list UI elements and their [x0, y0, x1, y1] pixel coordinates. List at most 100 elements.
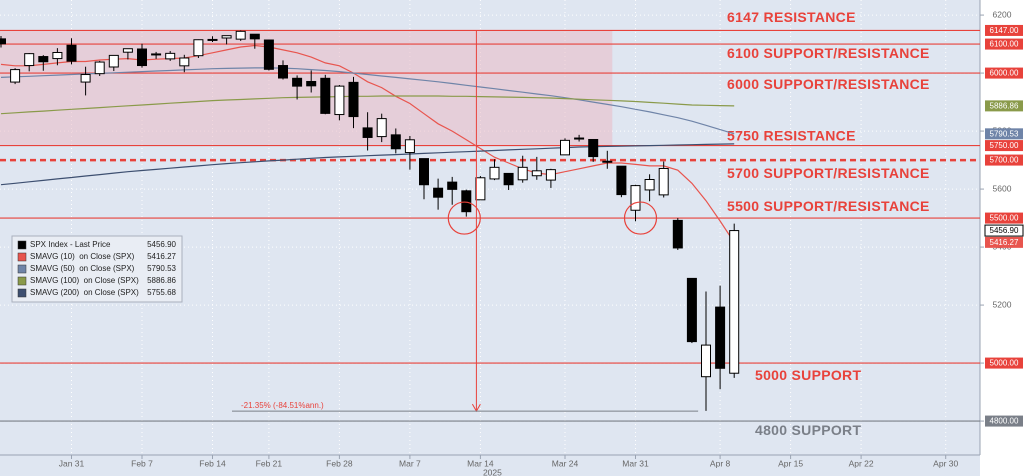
candle-body: [108, 54, 119, 68]
candle-body: [165, 52, 176, 60]
level-label: 6100 SUPPORT/RESISTANCE: [727, 45, 930, 61]
candle-body: [588, 138, 599, 158]
candle-body: [80, 74, 91, 83]
x-tick-label: Feb 28: [326, 458, 353, 468]
legend-swatch: [17, 288, 27, 298]
level-label: 5000 SUPPORT: [755, 367, 861, 383]
highlight-circle: [623, 201, 658, 235]
axis-value-label: 5750.00: [990, 141, 1019, 150]
axis-value-label: 5416.27: [990, 238, 1019, 247]
y-tick-label: 5200: [993, 299, 1012, 309]
x-tick-label: Apr 30: [933, 458, 958, 468]
x-tick-label: Mar 31: [622, 458, 649, 468]
candle-body: [686, 277, 697, 343]
candle-body: [447, 181, 458, 190]
candle-body: [235, 30, 246, 40]
candle-body: [10, 69, 21, 83]
candle-body: [517, 166, 528, 181]
candle-body: [419, 158, 429, 186]
legend-swatch: [17, 252, 27, 262]
candle-body: [52, 51, 63, 60]
legend-swatch: [17, 264, 27, 274]
legend-label: SMAVG (100) on Close (SPX): [30, 276, 139, 285]
x-tick-label: Apr 15: [778, 458, 803, 468]
x-tick-label: Feb 14: [199, 458, 226, 468]
y-tick-label: 6200: [993, 9, 1012, 19]
candle-body: [461, 190, 472, 213]
legend-swatch: [17, 276, 27, 286]
candle-body: [489, 166, 500, 180]
candle-body: [672, 219, 683, 249]
y-tick-label: 5600: [993, 183, 1012, 193]
candle-body: [531, 170, 542, 177]
candle-body: [334, 85, 345, 116]
candle-body: [193, 39, 204, 57]
axis-value-box: [985, 357, 1023, 369]
candle-body: [362, 127, 373, 138]
axis-value-box: [985, 38, 1023, 50]
level-label: 6147 RESISTANCE: [727, 9, 856, 25]
candle-body: [348, 81, 359, 118]
candle-body: [616, 165, 627, 196]
axis-value-label: 5790.53: [990, 129, 1019, 138]
candle-body: [38, 56, 49, 63]
legend-value: 5790.53: [147, 264, 176, 273]
candle-body: [503, 172, 514, 186]
candle-body: [263, 39, 274, 70]
axis-value-label: 5700.00: [990, 156, 1019, 165]
x-year-label: 2025: [483, 467, 502, 476]
candle-body: [630, 185, 641, 211]
candle-body: [0, 38, 6, 45]
level-label: 5750 RESISTANCE: [727, 127, 856, 143]
candle-body: [122, 48, 133, 53]
sma-line: [0, 143, 735, 186]
legend-value: 5456.90: [147, 240, 176, 249]
axis-value-box: [985, 154, 1023, 166]
axis-value-label: 6147.00: [990, 26, 1019, 35]
candle-body: [151, 53, 162, 56]
axis-value-box: [985, 128, 1023, 140]
axis-value-box: [985, 100, 1023, 112]
x-tick-label: Jan 31: [59, 458, 85, 468]
candle-body: [404, 139, 415, 154]
x-tick-label: Mar 14: [467, 458, 494, 468]
candle-body: [574, 137, 585, 140]
highlight-circle: [447, 201, 481, 235]
candle-body: [221, 35, 232, 39]
legend-value: 5416.27: [147, 252, 176, 261]
sma-line: [0, 67, 735, 135]
candle-body: [376, 118, 387, 138]
axis-value-label: 5500.00: [990, 214, 1019, 223]
sma-line: [0, 95, 735, 115]
axis-value-label: 6100.00: [990, 40, 1019, 49]
candle-body: [320, 77, 331, 114]
candle-body: [545, 169, 556, 181]
candle-body: [475, 177, 486, 201]
level-label: 4800 SUPPORT: [755, 422, 861, 438]
candle-body: [179, 57, 190, 67]
axis-value-label: 4800.00: [990, 417, 1019, 426]
axis-value-box: [985, 236, 1023, 248]
candle-body: [292, 77, 303, 87]
legend-label: SMAVG (10) on Close (SPX): [30, 252, 135, 261]
axis-value-label: 5456.90: [990, 226, 1019, 235]
legend-label: SPX Index - Last Price: [30, 240, 111, 249]
legend-value: 5886.86: [147, 276, 176, 285]
axis-value-box: [984, 224, 1024, 237]
drawdown-label: -21.35% (-84.51%ann.): [241, 401, 324, 410]
candle-body: [433, 187, 444, 198]
axis-value-box: [985, 140, 1023, 152]
candle-body: [94, 61, 105, 75]
axis-value-box: [985, 212, 1023, 224]
legend-value: 5755.68: [147, 288, 176, 297]
sma-line: [0, 44, 735, 243]
x-tick-label: Mar 7: [399, 458, 421, 468]
candle-body: [66, 44, 77, 62]
candle-body: [207, 38, 218, 41]
candle-body: [249, 33, 260, 40]
candle-body: [729, 230, 740, 374]
candle-body: [644, 179, 655, 191]
candle-body: [306, 80, 317, 87]
x-tick-label: Feb 7: [131, 458, 153, 468]
